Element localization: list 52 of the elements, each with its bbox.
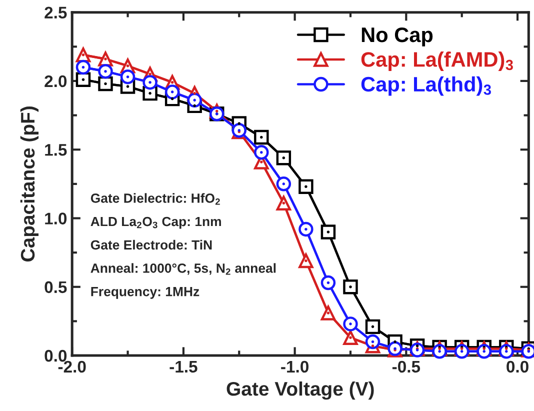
annotation: Anneal: 1000°C, 5s, N$_{2}$ anneal: [90, 263, 276, 275]
point: [276, 196, 292, 210]
x-tick-label: -0.5: [392, 360, 420, 373]
point: [254, 130, 269, 145]
legend-label: Cap: La(fAMD)$_{3}$: [361, 52, 513, 71]
point: [76, 72, 91, 87]
point: [76, 60, 91, 75]
legend-label: Cap: La(thd)$_{3}$: [361, 76, 491, 96]
point: [320, 306, 336, 320]
point: [76, 48, 91, 62]
point: [254, 144, 269, 160]
y-tick-label: 0.0: [44, 350, 67, 362]
legend-label: No Cap: [362, 27, 433, 46]
y-axis-title: Capacitance (pF): [20, 106, 39, 262]
point: [343, 316, 358, 332]
point: [276, 176, 292, 192]
y-tick-label: 2.0: [44, 75, 67, 88]
point: [343, 330, 358, 346]
point: [298, 179, 314, 194]
annotation: Frequency: 1MHz: [91, 287, 200, 299]
x-tick-label: -2.0: [58, 360, 86, 373]
point: [499, 344, 514, 359]
point: [320, 275, 336, 290]
point: [142, 74, 158, 90]
point: [410, 342, 425, 358]
point: [98, 64, 113, 79]
point: [365, 319, 380, 334]
point: [120, 69, 136, 84]
x-axis-title: Gate Voltage (V): [226, 381, 374, 400]
annotation: Gate Dielectric: HfO$_{2}$: [90, 193, 220, 205]
x-tick-label: -1.0: [281, 360, 308, 373]
point: [276, 150, 292, 166]
point: [432, 344, 447, 359]
point: [320, 224, 336, 240]
y-tick-label: 2.5: [44, 6, 67, 19]
annotation: Gate Electrode: TiN: [90, 240, 212, 250]
point: [476, 344, 492, 359]
point: [365, 334, 380, 350]
y-tick-label: 0.5: [44, 281, 67, 294]
y-tick-label: 1.0: [45, 212, 67, 224]
point: [298, 253, 314, 268]
y-tick-label: 1.5: [45, 144, 67, 156]
point: [298, 222, 314, 237]
point: [343, 280, 358, 294]
annotation: ALD La$_{2}$O$_{3}$ Cap: 1nm: [90, 216, 221, 229]
x-tick-label: -1.5: [170, 360, 198, 373]
point: [454, 344, 470, 359]
point: [187, 92, 202, 108]
point: [98, 76, 113, 92]
point: [164, 84, 180, 100]
x-tick-label: 0.0: [506, 360, 528, 373]
point: [98, 52, 113, 66]
